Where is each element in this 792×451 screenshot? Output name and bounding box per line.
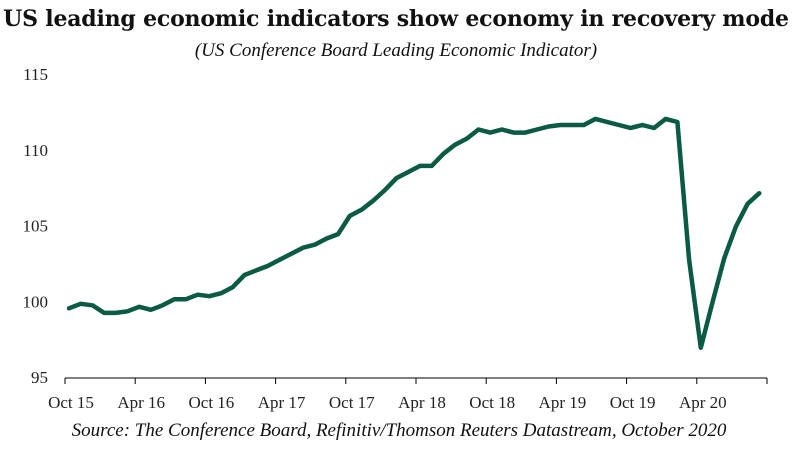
x-tick-label: Apr 17: [258, 393, 306, 412]
y-tick-label: 105: [23, 217, 49, 236]
x-tick-label: Apr 19: [539, 393, 587, 412]
x-tick-label: Apr 16: [117, 393, 165, 412]
y-tick-label: 100: [23, 292, 49, 311]
chart-title: US leading economic indicators show econ…: [3, 6, 789, 32]
x-axis-tick-labels: Oct 15 Apr 16 Oct 16 Apr 17 Oct 17 Apr 18 Oct …: [48, 393, 727, 412]
series-group: [66, 116, 762, 350]
x-tick-label: Oct 15: [48, 393, 94, 412]
series-line-lei: [66, 116, 762, 350]
x-tick-label: Oct 17: [329, 393, 375, 412]
chart-axes: [64, 377, 768, 384]
x-tick-label: Apr 20: [679, 393, 727, 412]
x-tick-label: Oct 19: [610, 393, 656, 412]
x-tick-label: Oct 16: [189, 393, 235, 412]
x-tick-label: Apr 18: [398, 393, 446, 412]
y-tick-label: 115: [23, 65, 48, 84]
source-note: Source: The Conference Board, Refinitiv/…: [71, 420, 727, 441]
y-tick-label: 95: [31, 368, 48, 387]
chart-subtitle: (US Conference Board Leading Economic In…: [194, 40, 598, 61]
y-axis-tick-labels: 95 100 105 110 115: [23, 65, 49, 387]
x-tick-label: Oct 18: [469, 393, 515, 412]
y-tick-label: 110: [23, 141, 48, 160]
